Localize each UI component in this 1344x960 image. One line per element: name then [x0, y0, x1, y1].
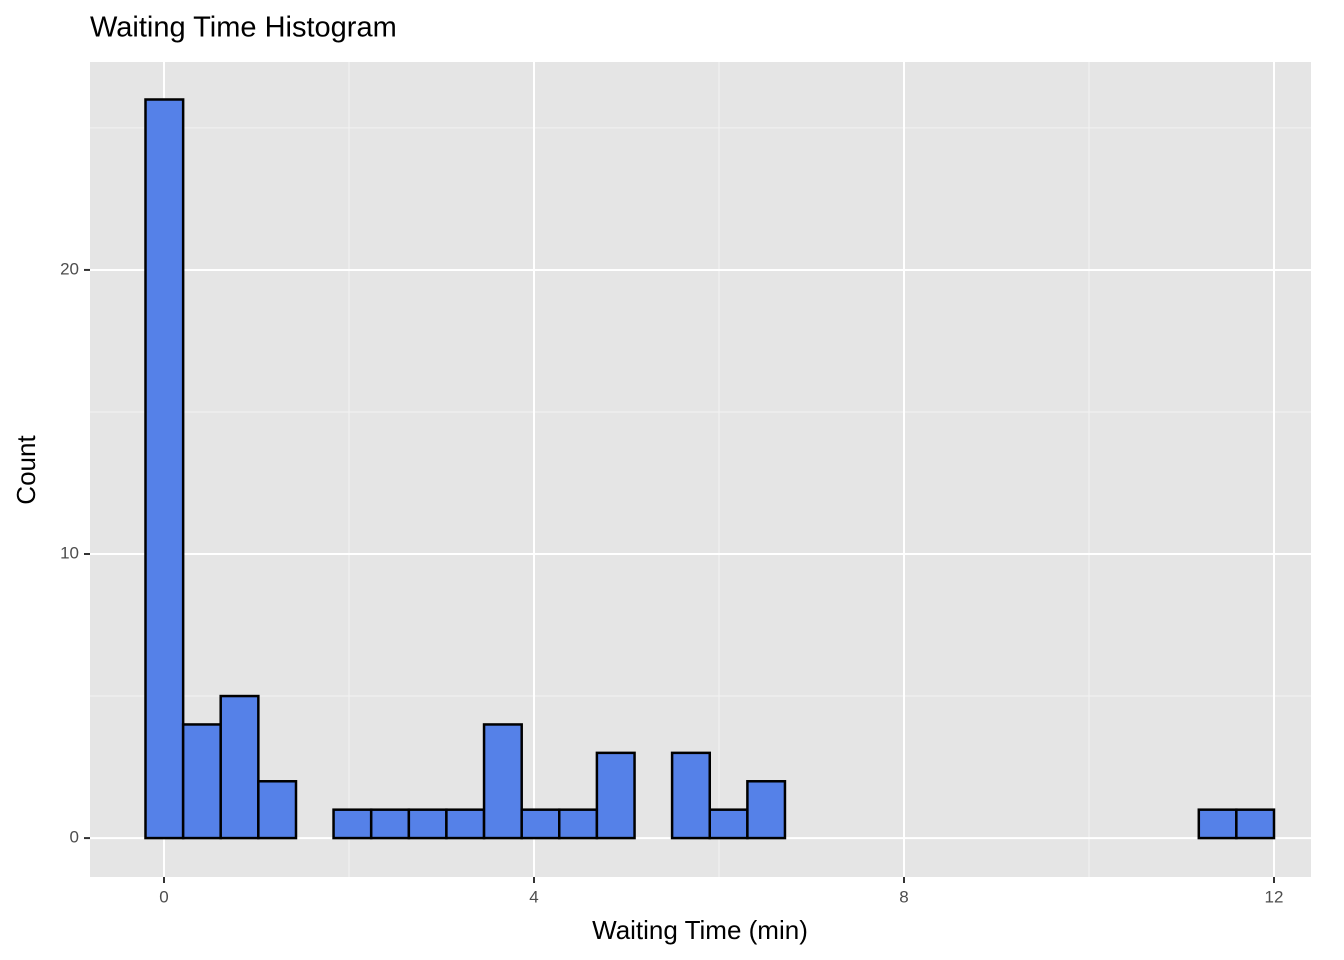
bar: [219, 694, 260, 840]
bar: [257, 780, 298, 840]
x-tick-label: 8: [899, 887, 908, 906]
y-tick-label: 20: [60, 259, 79, 278]
x-tick-label: 4: [529, 887, 538, 906]
y-tick-label: 10: [60, 543, 79, 562]
bar: [558, 808, 599, 840]
bar: [520, 808, 561, 840]
y-tick-label: 0: [70, 828, 79, 847]
bar: [708, 808, 749, 840]
bar: [595, 751, 636, 840]
axes: 0 4 8 12 0 10 20: [60, 259, 1283, 906]
panel: [90, 62, 1311, 877]
bar: [1235, 808, 1276, 840]
bar: [181, 723, 222, 840]
x-tick-label: 0: [159, 887, 168, 906]
bar: [407, 808, 448, 840]
x-tick-label: 12: [1265, 887, 1284, 906]
bar: [332, 808, 373, 840]
y-axis-label: Count: [11, 435, 41, 505]
bar: [445, 808, 486, 840]
chart-title: Waiting Time Histogram: [90, 12, 397, 44]
bar: [482, 723, 523, 840]
bar: [746, 780, 787, 840]
bar: [369, 808, 411, 840]
x-axis-label: Waiting Time (min): [592, 915, 808, 945]
bar: [670, 751, 711, 840]
bar: [144, 98, 185, 840]
bar: [1197, 808, 1238, 840]
bars: [144, 98, 1276, 840]
